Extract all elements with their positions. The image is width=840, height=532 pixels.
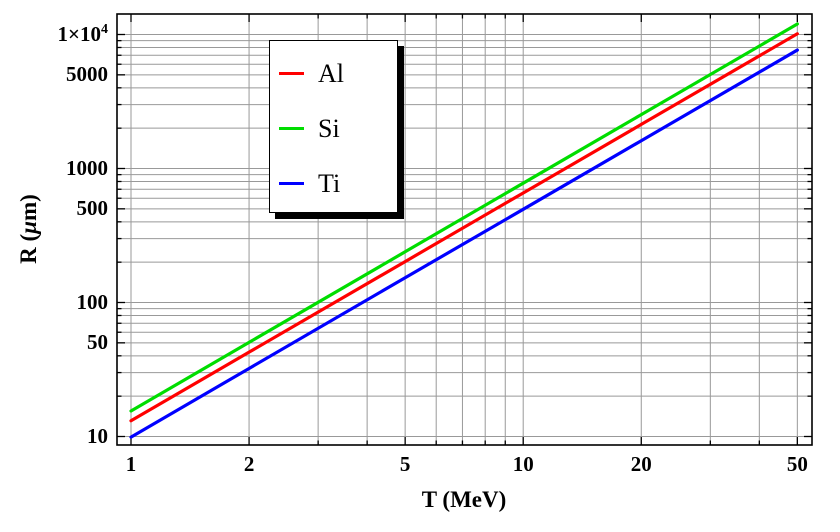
- legend-label: Al: [318, 58, 344, 88]
- x-tick-label: 50: [786, 452, 808, 476]
- y-tick-label: 5000: [66, 62, 108, 87]
- legend: Al Si Ti: [269, 40, 398, 213]
- y-tick-label: 1×104: [57, 22, 108, 46]
- mu-symbol: μ: [16, 221, 41, 234]
- y-axis-label-pre: R (: [16, 233, 41, 264]
- y-axis-label-post: m): [16, 194, 41, 221]
- curve-al: [129, 32, 799, 423]
- x-tick-label: 10: [512, 452, 534, 476]
- legend-entry-al: Al: [270, 58, 397, 88]
- legend-entry-ti: Ti: [270, 168, 397, 198]
- y-tick-label: 500: [76, 196, 109, 221]
- y-tick-label: 100: [76, 290, 109, 314]
- legend-label: Si: [318, 113, 340, 143]
- y-axis-label: R (μm): [14, 169, 44, 289]
- plot-frame: [116, 13, 813, 446]
- curve-si: [129, 22, 799, 413]
- curve-ti: [129, 48, 799, 439]
- x-tick-label: 5: [399, 452, 411, 476]
- y-tick-label: 10: [87, 424, 108, 448]
- x-tick-label: 2: [243, 452, 255, 476]
- x-tick-label: 20: [630, 452, 652, 476]
- legend-line-swatch: [279, 127, 304, 130]
- legend-line-swatch: [279, 182, 304, 185]
- x-axis-label: T (MeV): [421, 487, 507, 512]
- y-tick-label: 1000: [66, 156, 108, 180]
- legend-label: Ti: [318, 168, 341, 198]
- y-tick-label: 50: [87, 330, 108, 355]
- legend-entry-si: Si: [270, 113, 397, 143]
- legend-line-swatch: [279, 72, 304, 75]
- x-tick-label: 1: [125, 452, 137, 476]
